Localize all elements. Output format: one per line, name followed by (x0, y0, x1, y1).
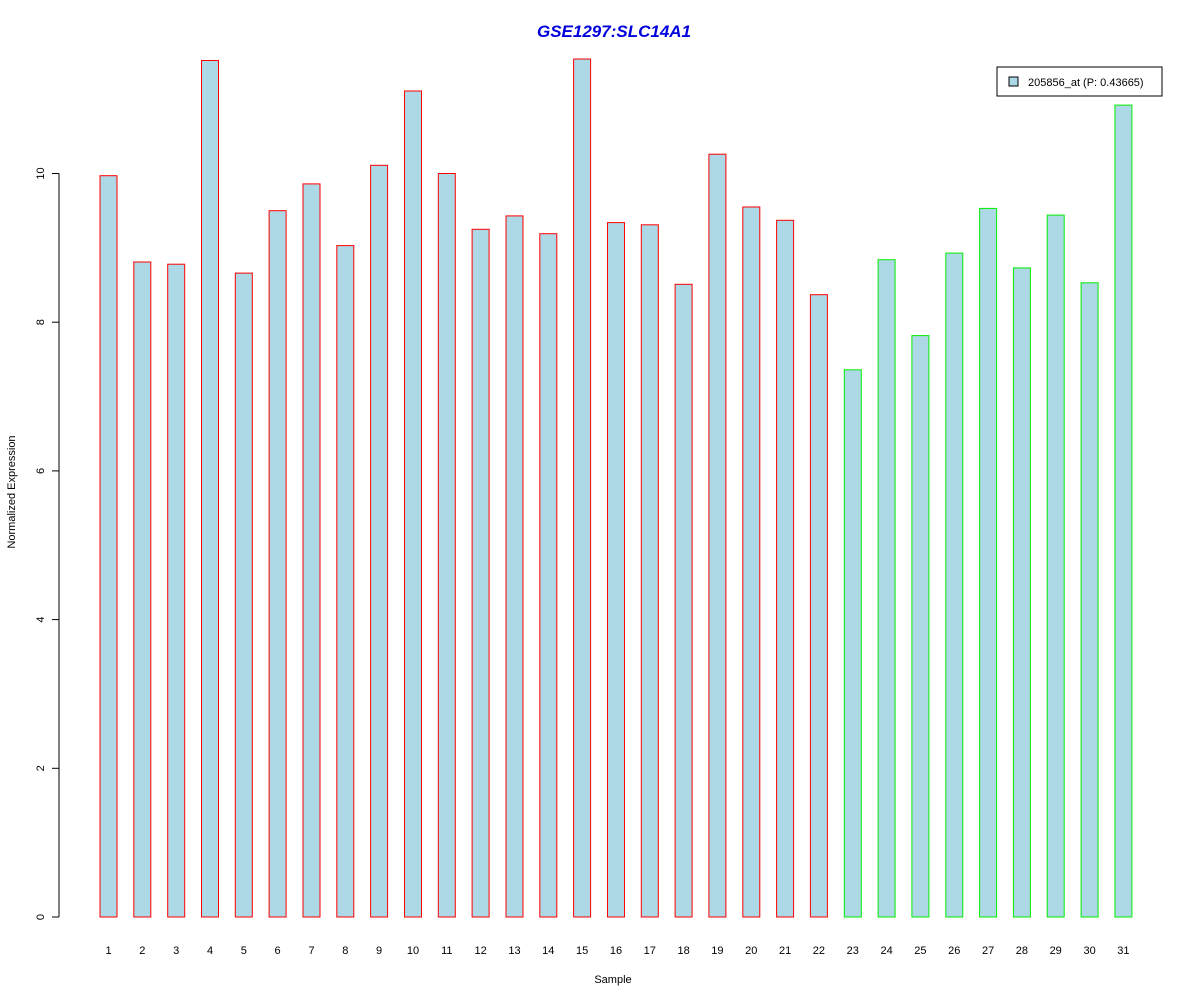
bar-sample-10 (404, 90, 422, 918)
x-tick-label: 7 (308, 945, 314, 957)
bar-sample-15 (573, 58, 592, 918)
x-tick-label: 9 (376, 945, 382, 957)
bar-sample-12 (471, 228, 490, 918)
y-axis-label: Normalized Expression (6, 435, 18, 548)
y-tick-label: 6 (35, 468, 47, 474)
bar-sample-7 (302, 183, 321, 918)
x-tick-label: 28 (1016, 945, 1028, 957)
y-tick-label: 0 (35, 914, 47, 920)
bar-sample-20 (742, 206, 761, 918)
bar-sample-3 (167, 263, 186, 918)
bar-sample-1 (99, 175, 118, 918)
y-tick-label: 2 (35, 765, 47, 771)
bar-sample-30 (1080, 282, 1099, 918)
bar-sample-13 (505, 215, 524, 918)
chart-title: GSE1297:SLC14A1 (537, 22, 691, 41)
x-tick-label: 2 (139, 945, 145, 957)
x-axis-label: Sample (594, 974, 631, 986)
x-tick-label: 4 (207, 945, 213, 957)
bar-sample-8 (336, 245, 355, 918)
x-tick-label: 30 (1083, 945, 1095, 957)
x-tick-label: 31 (1117, 945, 1129, 957)
bar-sample-4 (201, 60, 219, 918)
x-tick-label: 22 (813, 945, 825, 957)
y-tick-label: 8 (35, 319, 47, 325)
bar-sample-6 (268, 210, 287, 918)
bar-sample-29 (1046, 214, 1065, 918)
bar-sample-22 (809, 294, 828, 918)
x-tick-label: 16 (610, 945, 622, 957)
bar-sample-23 (843, 369, 862, 918)
x-tick-label: 8 (342, 945, 348, 957)
bar-sample-11 (437, 173, 456, 918)
bar-sample-18 (674, 283, 693, 918)
x-tick-label: 3 (173, 945, 179, 957)
bar-sample-17 (640, 224, 659, 918)
x-tick-label: 21 (779, 945, 791, 957)
bar-sample-21 (776, 219, 795, 918)
bar-sample-24 (877, 259, 896, 918)
bar-sample-5 (234, 272, 253, 918)
x-tick-label: 1 (105, 945, 111, 957)
bar-sample-19 (708, 153, 727, 918)
y-tick-label: 10 (35, 167, 47, 179)
x-tick-label: 20 (745, 945, 757, 957)
bar-sample-14 (539, 233, 558, 918)
x-tick-label: 24 (880, 945, 892, 957)
x-tick-labels: 1 2 3 4 5 6 7 8 9 10 11 12 13 14 15 16 17 18 19 20 21 22 23 24 2… (105, 945, 1129, 957)
x-tick-label: 25 (914, 945, 926, 957)
legend-swatch (1008, 76, 1019, 87)
x-tick-label: 10 (407, 945, 419, 957)
x-tick-label: 29 (1050, 945, 1062, 957)
bar-sample-9 (370, 164, 389, 918)
x-tick-label: 26 (948, 945, 960, 957)
bar-sample-28 (1012, 267, 1031, 918)
bar-sample-2 (133, 261, 152, 918)
x-tick-label: 14 (542, 945, 554, 957)
bar-sample-25 (911, 335, 930, 918)
legend: 205856_at (P: 0.43665) (996, 66, 1163, 97)
legend-label: 205856_at (P: 0.43665) (1028, 77, 1144, 89)
x-tick-label: 15 (576, 945, 588, 957)
x-tick-label: 11 (441, 945, 452, 957)
bar-sample-16 (607, 222, 625, 918)
bar-sample-27 (979, 207, 998, 918)
x-tick-label: 13 (508, 945, 520, 957)
bar-sample-31 (1114, 104, 1133, 918)
legend-box (996, 66, 1163, 97)
x-tick-label: 17 (644, 945, 656, 957)
x-tick-label: 27 (982, 945, 994, 957)
bars (99, 58, 1133, 918)
bar-sample-26 (945, 252, 964, 918)
x-tick-label: 19 (711, 945, 723, 957)
x-tick-label: 23 (847, 945, 859, 957)
x-tick-label: 6 (275, 945, 281, 957)
x-tick-label: 5 (241, 945, 247, 957)
x-tick-label: 12 (474, 945, 486, 957)
y-axis: 0 2 4 6 8 10 (35, 167, 60, 920)
y-tick-label: 4 (35, 617, 47, 623)
x-tick-label: 18 (677, 945, 689, 957)
